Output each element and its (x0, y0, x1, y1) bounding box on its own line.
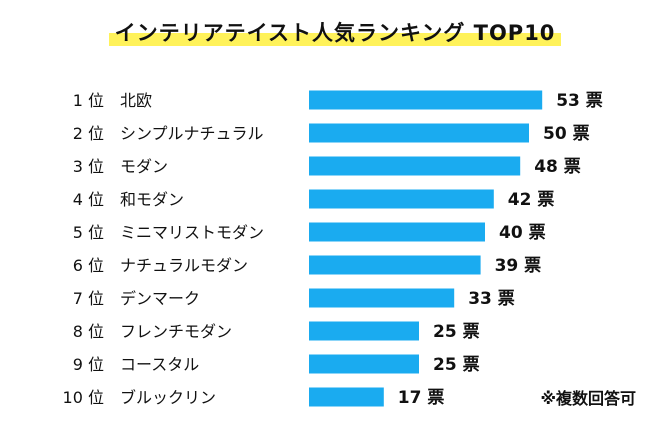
category-label: 北欧 (120, 91, 152, 110)
bar (309, 255, 481, 275)
chart-title-text: インテリアテイスト人気ランキング TOP10 (114, 21, 556, 45)
category-label: フレンチモダン (120, 322, 232, 341)
bar (309, 387, 384, 407)
rank-label: 1 位 (73, 91, 104, 110)
bar-row: 5 位ミニマリストモダン 40 票 (73, 222, 546, 243)
rank-label: 3 位 (73, 157, 104, 176)
value-label: 48 票 (534, 157, 581, 177)
value-label: 53 票 (556, 91, 603, 111)
rank-label: 7 位 (73, 289, 104, 308)
value-label: 39 票 (495, 256, 542, 276)
bar-row: 7 位デンマーク 33 票 (73, 288, 515, 309)
chart-title: インテリアテイスト人気ランキング TOP10 (108, 18, 562, 48)
bar (309, 90, 543, 110)
title-highlight (108, 33, 562, 46)
value-label: 25 票 (433, 355, 480, 375)
category-label: ミニマリストモダン (120, 223, 264, 242)
bar-row: 2 位シンプルナチュラル 50 票 (73, 123, 590, 144)
value-label: 25 票 (433, 322, 480, 342)
rank-label: 8 位 (73, 322, 104, 341)
bar-row: 1 位北欧 53 票 (73, 90, 603, 111)
bar (309, 288, 455, 308)
value-label: 17 票 (398, 388, 445, 408)
value-label: 33 票 (468, 289, 515, 309)
bar-row: 10 位ブルックリン 17 票 (63, 387, 445, 408)
bar (309, 222, 485, 242)
category-label: 和モダン (120, 190, 184, 209)
footnote-multiple-answers: ※複数回答可 (540, 389, 636, 408)
bar-row: 6 位ナチュラルモダン 39 票 (73, 255, 542, 276)
bar (309, 123, 529, 143)
bar (309, 354, 419, 374)
bar-row: 8 位フレンチモダン 25 票 (73, 321, 480, 342)
category-label: ナチュラルモダン (120, 256, 248, 275)
rank-label: 6 位 (73, 256, 104, 275)
category-label: デンマーク (120, 289, 200, 308)
category-label: シンプルナチュラル (120, 124, 264, 143)
value-label: 50 票 (543, 124, 590, 144)
rank-label: 4 位 (73, 190, 104, 209)
chart-title-wrap: インテリアテイスト人気ランキング TOP10 (0, 18, 670, 48)
rank-label: 5 位 (73, 223, 104, 242)
bar (309, 156, 521, 176)
rank-label: 2 位 (73, 124, 104, 143)
value-label: 40 票 (499, 223, 546, 243)
bar-row: 3 位モダン 48 票 (73, 156, 581, 177)
rank-label: 10 位 (63, 388, 104, 407)
bar (309, 189, 494, 209)
bar (309, 321, 419, 341)
value-label: 42 票 (508, 190, 555, 210)
category-label: モダン (120, 157, 168, 176)
category-label: ブルックリン (120, 388, 216, 407)
category-label: コースタル (120, 355, 199, 374)
rank-label: 9 位 (73, 355, 104, 374)
bar-row: 9 位コースタル 25 票 (73, 354, 480, 375)
bar-row: 4 位和モダン 42 票 (73, 189, 555, 210)
